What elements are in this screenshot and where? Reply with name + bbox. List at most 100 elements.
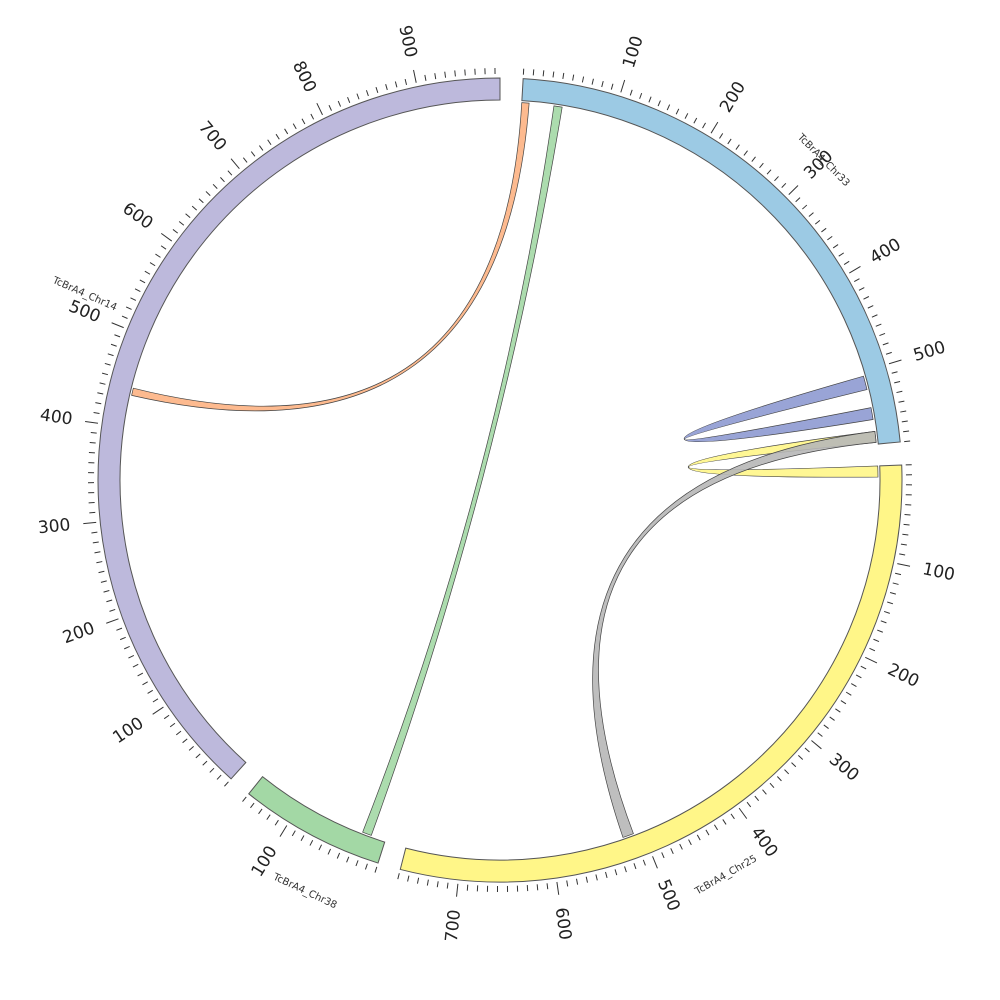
- tick-minor: [585, 876, 588, 883]
- link-ribbon-0: [683, 375, 874, 443]
- tick-minor: [727, 138, 732, 145]
- tick-minor: [536, 884, 539, 891]
- tick-label: 700: [442, 909, 465, 943]
- tick-minor: [104, 362, 111, 366]
- tick-minor: [198, 198, 204, 204]
- tick-minor: [835, 708, 841, 713]
- tick-major: [738, 807, 748, 819]
- tick-minor: [713, 824, 719, 831]
- tick-minor: [642, 859, 646, 866]
- tick-minor: [845, 691, 852, 696]
- tick-minor: [137, 672, 144, 677]
- tick-minor: [670, 848, 674, 854]
- tick-minor: [375, 86, 379, 93]
- tick-minor: [904, 514, 911, 516]
- tick-minor: [444, 71, 447, 78]
- tick-minor: [814, 220, 821, 225]
- tick-minor: [139, 279, 146, 284]
- tick-major: [865, 656, 878, 664]
- tick-minor: [797, 755, 804, 760]
- tick-minor: [397, 873, 400, 880]
- tick-minor: [258, 808, 263, 815]
- tick-minor: [328, 104, 332, 111]
- tick-minor: [808, 212, 814, 217]
- tick-minor: [601, 81, 604, 88]
- tick-minor: [121, 315, 128, 319]
- tick-minor: [675, 108, 680, 115]
- tick-minor: [318, 844, 323, 851]
- tick-label: 100: [619, 34, 648, 71]
- tick-label: 100: [109, 713, 147, 748]
- tick-label: 300: [825, 749, 863, 785]
- tick-major: [111, 322, 124, 329]
- tick-minor: [610, 83, 614, 90]
- tick-minor: [575, 878, 579, 885]
- tick-minor: [454, 70, 456, 77]
- tick-major: [849, 265, 861, 274]
- tick-minor: [776, 776, 782, 782]
- tick-minor: [730, 813, 735, 820]
- tick-minor: [735, 144, 740, 150]
- tick-major: [556, 881, 560, 895]
- tick-minor: [300, 835, 305, 842]
- tick-minor: [175, 730, 182, 736]
- tick-minor: [426, 879, 429, 886]
- tick-minor: [347, 97, 351, 104]
- tick-minor: [860, 665, 867, 670]
- labels-layer: 1002003004005001002003004005006007001001…: [37, 23, 957, 943]
- tick-minor: [160, 245, 167, 250]
- tick-label: 900: [394, 23, 420, 59]
- tick-minor: [840, 700, 847, 705]
- tick-label: 300: [37, 515, 71, 538]
- chromosome-arc-chr33: [521, 78, 901, 445]
- tick-minor: [132, 663, 139, 668]
- tick-label: 800: [288, 58, 320, 96]
- tick-minor: [762, 789, 767, 795]
- tick-minor: [871, 314, 878, 318]
- tick-minor: [155, 253, 161, 258]
- tick-major: [811, 740, 822, 750]
- tick-minor: [759, 162, 764, 169]
- tick-major: [456, 883, 459, 897]
- tick-minor: [843, 260, 850, 265]
- tick-minor: [546, 883, 549, 890]
- links-layer: [131, 102, 879, 838]
- tick-minor: [220, 177, 225, 183]
- tick-label: 400: [39, 405, 74, 429]
- chromosome-name-chr38: TcBrA4_Chr38: [270, 871, 338, 911]
- tick-minor: [581, 76, 585, 83]
- tick-minor: [894, 380, 901, 384]
- tick-minor: [356, 93, 360, 100]
- tick-minor: [92, 541, 99, 544]
- tick-minor: [552, 71, 555, 78]
- tick-label: 700: [194, 117, 230, 155]
- tick-label: 500: [653, 877, 684, 915]
- tick-minor: [566, 880, 569, 887]
- chromosome-arc-chr14: [97, 77, 501, 780]
- tick-major: [652, 856, 658, 869]
- tick-minor: [202, 760, 208, 766]
- tick-minor: [896, 390, 903, 394]
- tick-minor: [374, 866, 378, 873]
- tick-minor: [781, 182, 787, 188]
- tick-minor: [94, 551, 101, 554]
- tick-minor: [895, 572, 902, 576]
- tick-minor: [107, 353, 114, 357]
- tick-minor: [901, 420, 908, 423]
- tick-minor: [103, 590, 110, 593]
- tick-minor: [688, 839, 692, 846]
- tick-minor: [629, 89, 633, 96]
- tick-minor: [106, 599, 113, 603]
- tick-minor: [224, 781, 229, 787]
- tick-major: [85, 420, 99, 424]
- tick-minor: [188, 746, 194, 751]
- link-ribbon-3: [131, 102, 530, 412]
- tick-minor: [900, 543, 907, 546]
- tick-minor: [144, 270, 151, 275]
- tick-minor: [114, 334, 121, 338]
- tick-minor: [791, 762, 797, 768]
- tick-minor: [100, 580, 107, 583]
- tick-major: [83, 521, 97, 525]
- tick-minor: [182, 738, 188, 744]
